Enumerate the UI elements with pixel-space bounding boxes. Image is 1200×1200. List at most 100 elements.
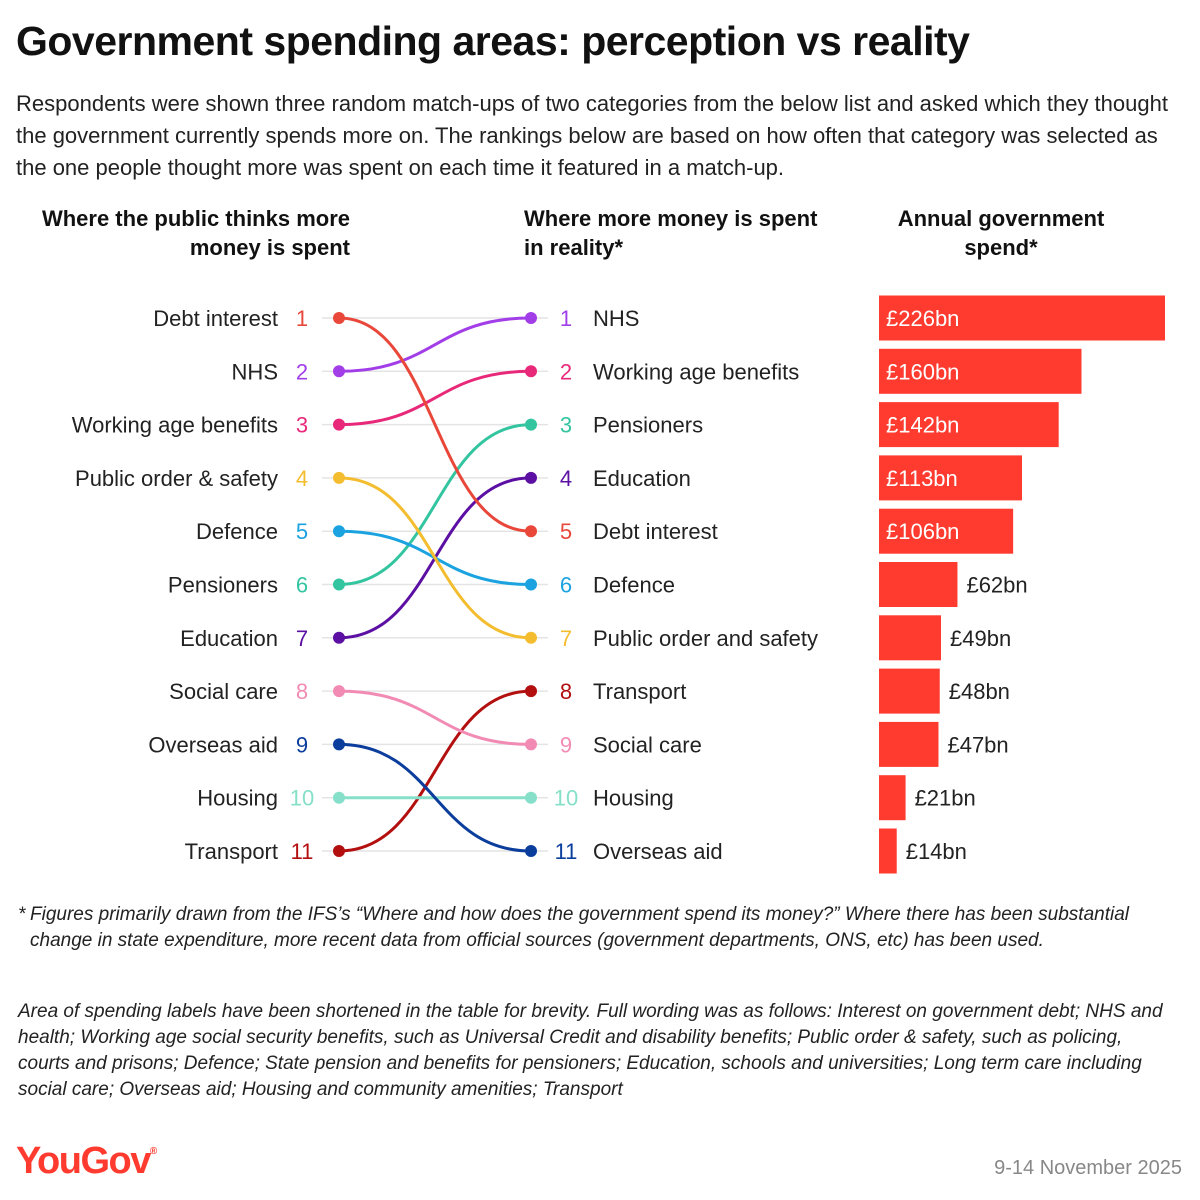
spend-bar: [879, 562, 958, 607]
reality-rank-number: 8: [560, 679, 572, 704]
spend-bar: [879, 508, 1014, 554]
reality-rank-dot: [525, 738, 537, 751]
rank-connector: [338, 689, 532, 853]
reality-rank-label: Working age benefits: [593, 359, 799, 384]
public-rank-number: 11: [291, 839, 314, 864]
label-wording-note: Area of spending labels have been shorte…: [18, 1001, 1163, 1100]
reality-rank-label: Education: [593, 466, 691, 491]
public-rank-dot: [333, 631, 345, 644]
public-rank-label: Transport: [185, 839, 278, 864]
public-rank-label: Overseas aid: [148, 732, 278, 757]
public-rank-label: Education: [180, 626, 278, 651]
reality-rank-label: Pensioners: [593, 413, 703, 438]
reality-rank-number: 5: [560, 519, 572, 544]
reality-rank-number: 7: [560, 626, 572, 651]
rank-connector: [338, 742, 532, 853]
footnote-star: *: [18, 904, 26, 925]
public-rank-label: NHS: [232, 359, 278, 384]
reality-rank-number: 11: [555, 839, 578, 864]
reality-rank-number: 9: [560, 732, 572, 757]
rank-connector: [338, 476, 532, 640]
rank-connector: [338, 689, 532, 746]
public-rank-dot: [333, 791, 345, 804]
spend-value-label: £21bn: [915, 786, 976, 811]
reality-rank-label: NHS: [593, 306, 639, 331]
public-rank-dot: [333, 312, 345, 324]
public-rank-label: Pensioners: [168, 573, 278, 598]
logo-text: YouGov: [16, 1140, 151, 1182]
public-rank-dot: [333, 738, 345, 751]
reality-rank-label: Social care: [593, 732, 702, 757]
rank-connector: [338, 316, 532, 533]
rank-connector: [338, 369, 532, 427]
reality-rank-label: Debt interest: [593, 519, 718, 544]
reality-rank-number: 6: [560, 573, 572, 598]
reality-rank-number: 10: [554, 786, 578, 811]
reality-rank-dot: [525, 845, 537, 857]
public-rank-dot: [333, 471, 345, 484]
public-rank-number: 7: [296, 626, 308, 651]
footnote-text: Figures primarily drawn from the IFS’s “…: [30, 904, 1130, 951]
spend-value-label: £113bn: [886, 466, 958, 491]
reality-rank-label: Defence: [593, 573, 675, 598]
public-rank-dot: [333, 578, 345, 591]
reality-rank-dot: [525, 312, 537, 324]
spend-value-label: £142bn: [886, 413, 959, 438]
public-rank-dot: [333, 365, 345, 378]
reality-rank-number: 2: [560, 359, 572, 384]
spend-bar: [879, 402, 1059, 448]
spend-bar: [879, 668, 940, 714]
public-rank-number: 10: [290, 786, 314, 811]
spend-bar: [879, 348, 1082, 394]
logo-registered-mark: ®: [149, 1146, 158, 1157]
public-rank-dot: [333, 685, 345, 698]
spend-value-label: £49bn: [950, 626, 1011, 651]
footnote: * Figures primarily drawn from the IFS’s …: [18, 902, 1178, 954]
public-rank-number: 2: [296, 359, 308, 384]
spend-value-label: £62bn: [966, 573, 1027, 598]
reality-column-header: Where more money is spent in reality*: [524, 206, 818, 260]
chart-title: Government spending areas: perception vs…: [16, 18, 970, 64]
rank-connector: [338, 316, 532, 373]
public-rank-label: Working age benefits: [72, 413, 278, 438]
public-column-header: Where the public thinks more money is sp…: [41, 206, 350, 260]
public-rank-dot: [333, 525, 345, 538]
reality-rank-number: 3: [560, 413, 572, 438]
reality-rank-label: Transport: [593, 679, 686, 704]
spend-value-label: £106bn: [886, 519, 959, 544]
spend-value-label: £47bn: [947, 732, 1008, 757]
public-rank-number: 3: [296, 413, 308, 438]
public-rank-number: 6: [296, 573, 308, 598]
reality-rank-dot: [525, 418, 537, 431]
public-rank-number: 4: [296, 466, 308, 491]
public-rank-number: 8: [296, 679, 308, 704]
public-rank-number: 5: [296, 519, 308, 544]
spend-bar: [879, 775, 906, 821]
spend-bar: [879, 455, 1022, 501]
reality-rank-label: Housing: [593, 786, 674, 811]
reality-rank-number: 1: [560, 306, 572, 331]
spend-value-label: £160bn: [886, 359, 959, 384]
reality-rank-label: Public order and safety: [593, 626, 818, 651]
public-rank-number: 1: [296, 306, 308, 331]
public-rank-dot: [333, 845, 345, 857]
spend-bar: [879, 828, 897, 874]
reality-rank-number: 4: [560, 466, 572, 491]
spend-value-label: £226bn: [886, 306, 959, 331]
fieldwork-date: 9-14 November 2025: [994, 1157, 1182, 1179]
spend-bar: [879, 295, 1165, 341]
spend-value-label: £48bn: [949, 679, 1010, 704]
reality-rank-dot: [525, 631, 537, 644]
public-rank-label: Social care: [169, 679, 278, 704]
spend-value-label: £14bn: [906, 839, 967, 864]
spend-bar: [879, 721, 939, 767]
reality-rank-dot: [525, 365, 537, 378]
reality-rank-label: Overseas aid: [593, 839, 723, 864]
reality-rank-dot: [525, 525, 537, 538]
public-rank-dot: [333, 418, 345, 431]
reality-rank-dot: [525, 471, 537, 484]
public-rank-label: Debt interest: [153, 306, 278, 331]
spend-column-header: Annual government spend*: [897, 206, 1105, 260]
public-rank-label: Housing: [197, 786, 278, 811]
